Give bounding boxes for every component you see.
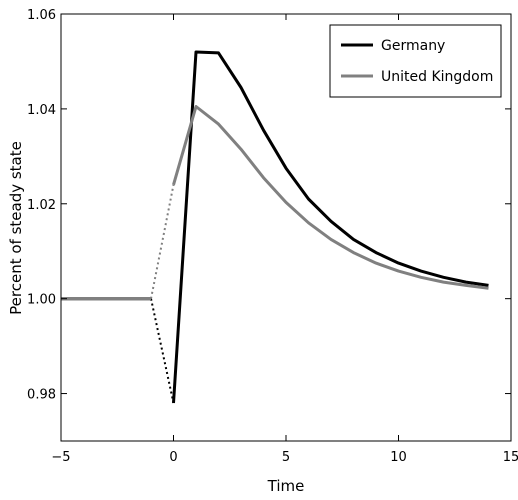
y-tick-label: 1.06 xyxy=(27,8,56,23)
legend-label-germany: Germany xyxy=(381,38,445,54)
series-line-united-kingdom-jump xyxy=(150,184,175,299)
series-line-germany xyxy=(172,50,489,404)
plot-area xyxy=(61,50,489,404)
y-tick-label: 1.02 xyxy=(27,198,56,213)
y-axis-label: Percent of steady state xyxy=(7,141,25,315)
legend: Germany United Kingdom xyxy=(329,24,502,98)
axis-ticks: −5 0 5 10 15 0.98 1.00 1.02 1.04 1.06 xyxy=(27,8,518,465)
x-tick-label: 10 xyxy=(390,450,407,465)
x-tick-label: 0 xyxy=(169,450,177,465)
x-axis-label: Time xyxy=(267,477,305,495)
x-tick-label: 15 xyxy=(503,450,518,465)
legend-label-united-kingdom: United Kingdom xyxy=(381,69,493,85)
x-tick-label: −5 xyxy=(51,450,70,465)
legend-box xyxy=(329,24,502,98)
y-tick-label: 0.98 xyxy=(27,388,56,403)
series-line-united-kingdom xyxy=(172,105,489,290)
x-tick-label: 5 xyxy=(282,450,290,465)
y-tick-label: 1.00 xyxy=(27,293,56,308)
y-tick-label: 1.04 xyxy=(27,103,56,118)
series-line-germany-jump xyxy=(150,298,175,404)
